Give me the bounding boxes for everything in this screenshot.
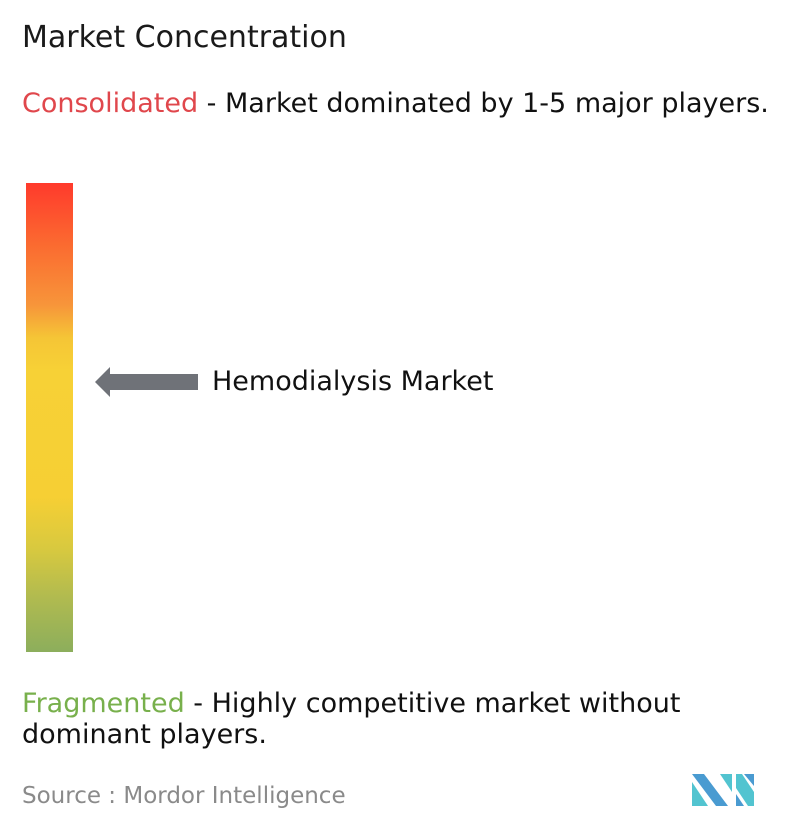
- consolidated-label: Consolidated: [22, 88, 199, 119]
- arrow-left-icon: [95, 367, 198, 397]
- mordor-intelligence-logo: [692, 774, 754, 806]
- source-text: Source : Mordor Intelligence: [22, 783, 346, 809]
- consolidated-description: Consolidated - Market dominated by 1-5 m…: [22, 88, 792, 119]
- market-marker-label: Hemodialysis Market: [212, 366, 494, 397]
- concentration-gradient-bar: [26, 183, 73, 652]
- consolidated-text: - Market dominated by 1-5 major players.: [198, 88, 769, 119]
- fragmented-description: Fragmented - Highly competitive market w…: [22, 688, 792, 750]
- fragmented-label: Fragmented: [22, 688, 185, 719]
- page-title: Market Concentration: [22, 20, 347, 55]
- fragmented-text: - Highly competitive market without domi…: [22, 688, 681, 750]
